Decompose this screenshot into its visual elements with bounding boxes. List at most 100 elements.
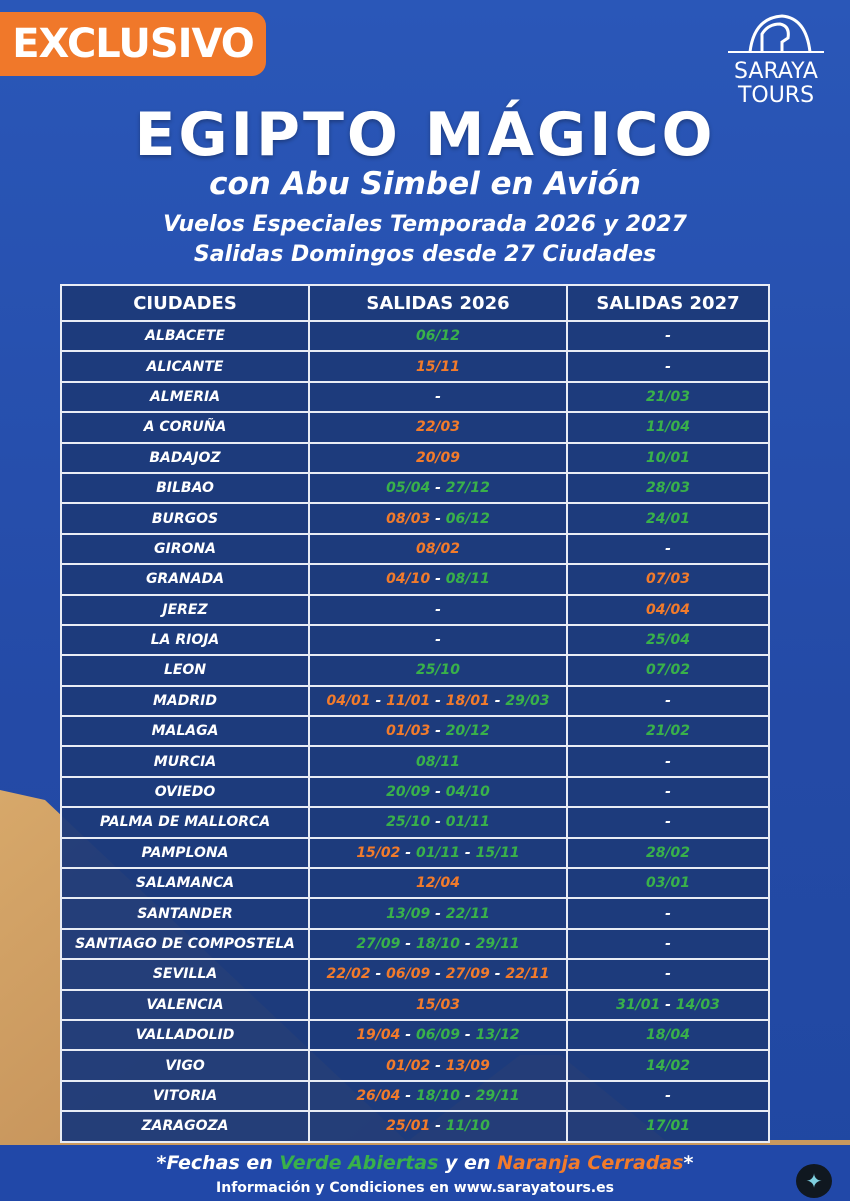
logo-line1: SARAYA: [734, 59, 818, 84]
dates-2027: -: [566, 684, 770, 718]
city-cell: BURGOS: [60, 502, 310, 535]
date-open: 17/01: [645, 1118, 691, 1135]
no-departure: -: [665, 692, 671, 709]
date-open: 20/09: [386, 784, 431, 801]
dates-2026: 20/09: [308, 441, 568, 474]
date-closed: 22/03: [415, 419, 461, 436]
header-2026: SALIDAS 2026: [308, 284, 568, 322]
dates-2026: 08/03 - 06/12: [308, 502, 568, 535]
no-departure: -: [665, 814, 671, 831]
horus-temple-icon: [728, 14, 824, 53]
city-cell: BILBAO: [60, 471, 310, 505]
date-open: 06/12: [445, 510, 490, 527]
date-separator: -: [660, 996, 676, 1013]
dates-2027: 21/03: [566, 380, 770, 414]
dates-2026: -: [308, 380, 568, 414]
table-row: PAMPLONA 15/02 - 01/11 - 15/11 28/02: [60, 836, 770, 870]
dates-2026: 27/09 - 18/10 - 29/11: [308, 927, 568, 961]
dates-2027: 28/03: [566, 471, 770, 505]
table-row: VALENCIA 15/03 31/01 - 14/03: [60, 988, 770, 1021]
dates-2027: 07/03: [566, 563, 770, 596]
date-separator: -: [370, 692, 387, 709]
date-open: 07/02: [645, 662, 691, 679]
date-open: 06/09: [415, 1027, 461, 1044]
no-departure: -: [665, 540, 671, 557]
logo-line2: TOURS: [737, 83, 815, 108]
date-open: 15/11: [475, 844, 520, 861]
table-row: SALAMANCA 12/04 03/01: [60, 867, 770, 900]
date-closed: 08/02: [415, 540, 461, 557]
date-separator: -: [430, 571, 446, 588]
date-open: 22/11: [445, 905, 490, 922]
table-row: SEVILLA 22/02 - 06/09 - 27/09 - 22/11-: [60, 958, 770, 991]
city-cell: VIGO: [60, 1049, 310, 1082]
city-cell: VALENCIA: [60, 988, 310, 1021]
dates-2026: 20/09 - 04/10: [308, 775, 568, 809]
date-open: 25/10: [415, 662, 461, 679]
dates-2026: 12/04: [308, 867, 568, 900]
info-link[interactable]: Información y Condiciones en www.sarayat…: [216, 1180, 614, 1196]
departures-line: Salidas Domingos desde 27 Ciudades: [193, 242, 657, 267]
page-title: EGIPTO MÁGICO: [134, 100, 716, 170]
table-row: SANTIAGO DE COMPOSTELA 27/09 - 18/10 - 29…: [60, 927, 770, 961]
table-row: VIGO 01/02 - 13/09 14/02: [60, 1049, 770, 1082]
date-open: 18/10: [415, 936, 461, 952]
date-separator: -: [489, 692, 506, 709]
city-cell: GRANADA: [60, 563, 310, 596]
dates-2027: 14/02: [566, 1049, 770, 1082]
dates-2026: 01/02 - 13/09: [308, 1049, 568, 1082]
date-open: 14/03: [675, 996, 720, 1013]
dates-2026: -: [308, 593, 568, 626]
dates-2026: 13/09 - 22/11: [308, 897, 568, 930]
dates-2027: -: [566, 806, 770, 839]
dates-2027: 03/01: [566, 867, 770, 900]
date-open: 18/10: [415, 1087, 461, 1104]
dates-2027: -: [566, 350, 770, 383]
table-row: BURGOS 08/03 - 06/12 24/01: [60, 502, 770, 535]
dates-2026: 15/02 - 01/11 - 15/11: [308, 836, 568, 870]
date-open: 29/11: [475, 936, 520, 952]
date-closed: 26/04: [356, 1087, 401, 1104]
date-open: 29/11: [475, 1087, 520, 1104]
date-open: 21/03: [645, 388, 691, 405]
dates-2027: -: [566, 745, 770, 778]
dates-2027: 18/04: [566, 1018, 770, 1052]
date-separator: -: [430, 966, 446, 983]
date-closed: 13/09: [445, 1057, 490, 1074]
city-cell: LA RIOJA: [60, 623, 310, 657]
date-open: 27/09: [356, 936, 401, 952]
table-row: ALBACETE 06/12 -: [60, 319, 770, 353]
no-departure: -: [665, 328, 671, 345]
date-open: 24/01: [645, 510, 691, 527]
departures-table: CIUDADES SALIDAS 2026 SALIDAS 2027 ALBAC…: [60, 284, 770, 1143]
city-cell: SANTANDER: [60, 897, 310, 930]
dates-2027: 04/04: [566, 593, 770, 626]
dates-2026: 25/01 - 11/10: [308, 1110, 568, 1143]
sparkle-icon: ✦: [796, 1164, 832, 1198]
date-separator: -: [400, 936, 416, 952]
city-cell: LEON: [60, 654, 310, 687]
date-closed: 15/11: [415, 358, 461, 375]
dates-2026: 25/10: [308, 654, 568, 687]
dates-2026: 04/10 - 08/11: [308, 563, 568, 596]
date-open: 10/01: [645, 449, 691, 466]
no-departure: -: [435, 632, 441, 649]
dates-2026: 15/11: [308, 350, 568, 383]
date-closed: 12/04: [415, 875, 461, 892]
date-closed: 01/03: [386, 723, 431, 740]
dates-2027: 21/02: [566, 715, 770, 748]
dates-2026: 08/02: [308, 532, 568, 566]
date-separator: -: [460, 844, 476, 861]
date-closed: 01/02: [386, 1057, 431, 1074]
city-cell: ZARAGOZA: [60, 1110, 310, 1143]
city-cell: PALMA DE MALLORCA: [60, 806, 310, 839]
city-cell: MALAGA: [60, 715, 310, 748]
dates-2027: -: [566, 775, 770, 809]
city-cell: MADRID: [60, 684, 310, 718]
dates-2027: -: [566, 532, 770, 566]
date-open: 29/03: [505, 692, 550, 709]
dates-2027: -: [566, 897, 770, 930]
dates-2026: 19/04 - 06/09 - 13/12: [308, 1018, 568, 1052]
dates-2027: -: [566, 319, 770, 353]
table-row: BADAJOZ 20/09 10/01: [60, 441, 770, 474]
